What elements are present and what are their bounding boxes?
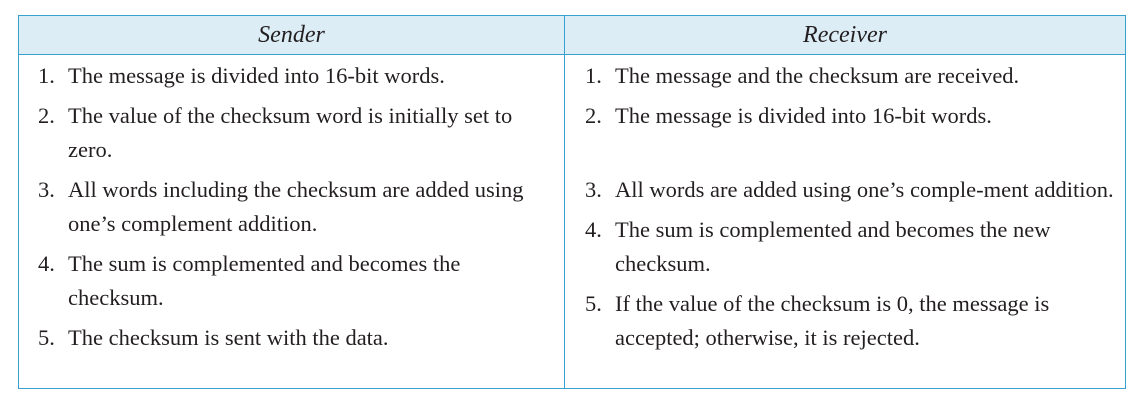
receiver-step-text: The message is divided into 16-bit words… [615,103,992,128]
receiver-step-text: All words are added using one’s comple-m… [615,177,1114,202]
sender-step-text: The checksum is sent with the data. [68,325,389,350]
receiver-step-1: 1. The message and the checksum are rece… [585,59,1119,93]
receiver-column: 1. The message and the checksum are rece… [564,55,1125,388]
receiver-step-number: 3. [585,177,602,202]
sender-step-text: The sum is complemented and becomes the … [68,251,461,310]
sender-step-number: 3. [38,177,55,202]
receiver-step-number: 1. [585,63,602,88]
sender-step-text: All words including the checksum are add… [68,177,524,236]
checksum-procedure-table: Sender Receiver 1. The message is divide… [18,15,1126,389]
sender-step-number: 2. [38,103,55,128]
sender-step-number: 4. [38,251,55,276]
receiver-step-4: 4. The sum is complemented and becomes t… [585,213,1119,281]
receiver-step-5: 5. If the value of the checksum is 0, th… [585,287,1119,355]
receiver-step-text: The message and the checksum are receive… [615,63,1020,88]
sender-step-4: 4. The sum is complemented and becomes t… [38,247,558,315]
receiver-step-2: 2. The message is divided into 16-bit wo… [585,99,1119,167]
sender-step-1: 1. The message is divided into 16-bit wo… [38,59,558,93]
sender-step-number: 1. [38,63,55,88]
receiver-header: Receiver [564,16,1125,54]
sender-step-text: The message is divided into 16-bit words… [68,63,445,88]
table-header-row: Sender Receiver [19,16,1125,55]
receiver-step-number: 5. [585,291,602,316]
table-body-row: 1. The message is divided into 16-bit wo… [19,55,1125,388]
receiver-step-3: 3. All words are added using one’s compl… [585,173,1119,207]
sender-step-text: The value of the checksum word is initia… [68,103,513,162]
sender-step-number: 5. [38,325,55,350]
receiver-step-text: The sum is complemented and becomes the … [615,217,1051,276]
sender-column: 1. The message is divided into 16-bit wo… [19,55,564,388]
sender-step-3: 3. All words including the checksum are … [38,173,558,241]
sender-step-2: 2. The value of the checksum word is ini… [38,99,558,167]
sender-header: Sender [258,22,325,48]
receiver-step-number: 4. [585,217,602,242]
receiver-step-text: If the value of the checksum is 0, the m… [615,291,1050,350]
receiver-step-number: 2. [585,103,602,128]
sender-step-5: 5. The checksum is sent with the data. [38,321,558,355]
